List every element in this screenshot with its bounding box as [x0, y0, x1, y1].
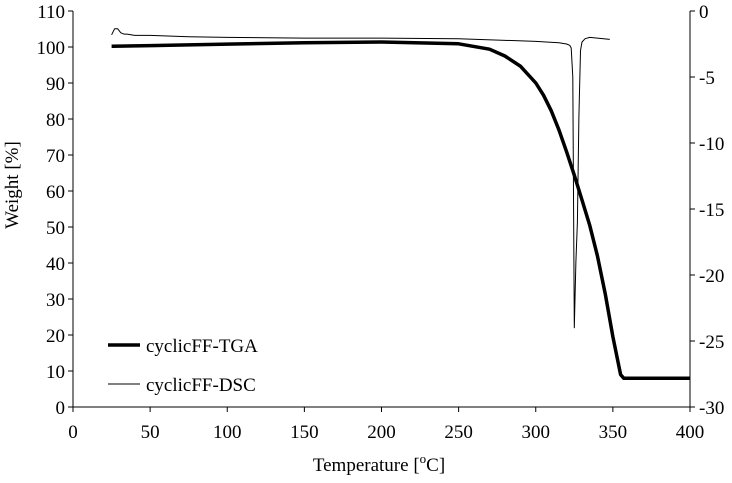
y-tick-label: 60	[46, 182, 65, 203]
legend-label-dsc: cyclicFF-DSC	[146, 375, 256, 396]
y-tick-label: 20	[46, 326, 65, 347]
y2-tick-label: -30	[699, 398, 724, 419]
y-tick-label: 0	[56, 398, 66, 419]
legend: cyclicFF-TGA cyclicFF-DSC	[108, 336, 258, 396]
y2-tick-label: -20	[699, 266, 724, 287]
y-axis-title: Weight [%]	[2, 141, 23, 229]
y-tick-label: 50	[46, 218, 65, 239]
x-tick-label: 150	[290, 422, 319, 443]
x-tick-label: 300	[522, 422, 551, 443]
series-line-tga	[111, 40, 690, 380]
y-tick-label: 10	[46, 362, 65, 383]
series-group	[111, 28, 690, 380]
y-tick-label: 40	[46, 254, 65, 275]
y-tick-label: 70	[46, 146, 65, 167]
x-axis-title-unit: C]	[426, 455, 445, 476]
x-tick-label: 250	[444, 422, 473, 443]
y-tick-label: 110	[37, 2, 65, 23]
x-tick-label: 0	[68, 422, 78, 443]
y2-tick-label: -15	[699, 200, 724, 221]
x-axis-title: Temperature [oC]	[313, 451, 445, 476]
y-tick-label: 90	[46, 74, 65, 95]
y-tick-label: 100	[37, 38, 66, 59]
y2-tick-label: 0	[699, 2, 709, 23]
series-line-dsc	[111, 28, 610, 329]
y2-tick-label: -25	[699, 332, 724, 353]
y-tick-label: 30	[46, 290, 65, 311]
x-tick-label: 350	[599, 422, 628, 443]
x-tick-label: 50	[141, 422, 160, 443]
x-tick-label: 200	[367, 422, 396, 443]
y2-tick-label: -10	[699, 134, 724, 155]
ticks-group: 0 50 100 150 200 250 300 350 400 0 10 20 30 40 50 60 70 8…	[37, 2, 725, 443]
y2-tick-label: -5	[699, 68, 715, 89]
x-axis-title-superscript: o	[420, 451, 427, 466]
x-axis-title-main: Temperature [	[313, 455, 420, 476]
legend-label-tga: cyclicFF-TGA	[146, 336, 258, 357]
x-tick-label: 100	[213, 422, 242, 443]
y-tick-label: 80	[46, 110, 65, 131]
x-tick-label: 400	[676, 422, 705, 443]
